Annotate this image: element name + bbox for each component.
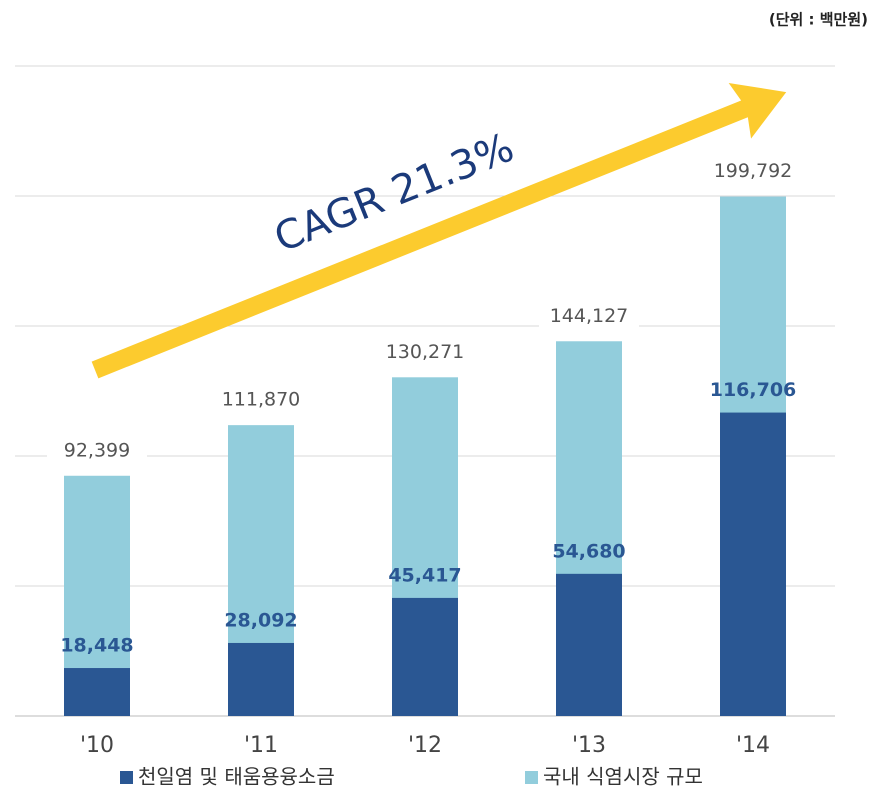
label-bg [539,302,639,329]
bar [64,668,130,716]
unit-note: (단위 : 백만원) [769,11,868,29]
value-label: 111,870 [222,389,301,411]
label-bg [375,338,475,365]
value-label: 116,706 [710,379,797,401]
legend-swatch [120,771,133,784]
label-bg [211,386,311,413]
legend-label: 천일염 및 태움용융소금 [138,765,335,789]
bar [556,573,622,716]
value-label: 54,680 [552,540,625,562]
labels: '10 92,399 18,448 '11 111,870 28,092 '12 130,27… [47,157,803,789]
x-tick-label: '10 [80,733,114,758]
legend-label: 국내 식염시장 규모 [543,765,703,789]
label-bg [703,157,803,184]
value-label: 130,271 [386,341,465,363]
bars [64,196,786,717]
x-tick-label: '11 [244,733,278,758]
x-tick-label: '12 [408,733,442,758]
value-label: 92,399 [64,439,130,461]
cagr-arrow [91,82,787,379]
value-label: 144,127 [550,305,629,327]
label-bg [47,436,147,463]
value-label: 199,792 [714,160,793,182]
x-tick-label: '14 [736,733,770,758]
bar [392,597,458,716]
bar [228,642,294,716]
value-label: 45,417 [388,564,461,586]
x-tick-label: '13 [572,733,606,758]
bar [720,412,786,716]
legend-swatch [525,771,538,784]
value-label: 28,092 [224,609,297,631]
arrow [91,82,787,379]
value-label: 18,448 [60,635,133,657]
